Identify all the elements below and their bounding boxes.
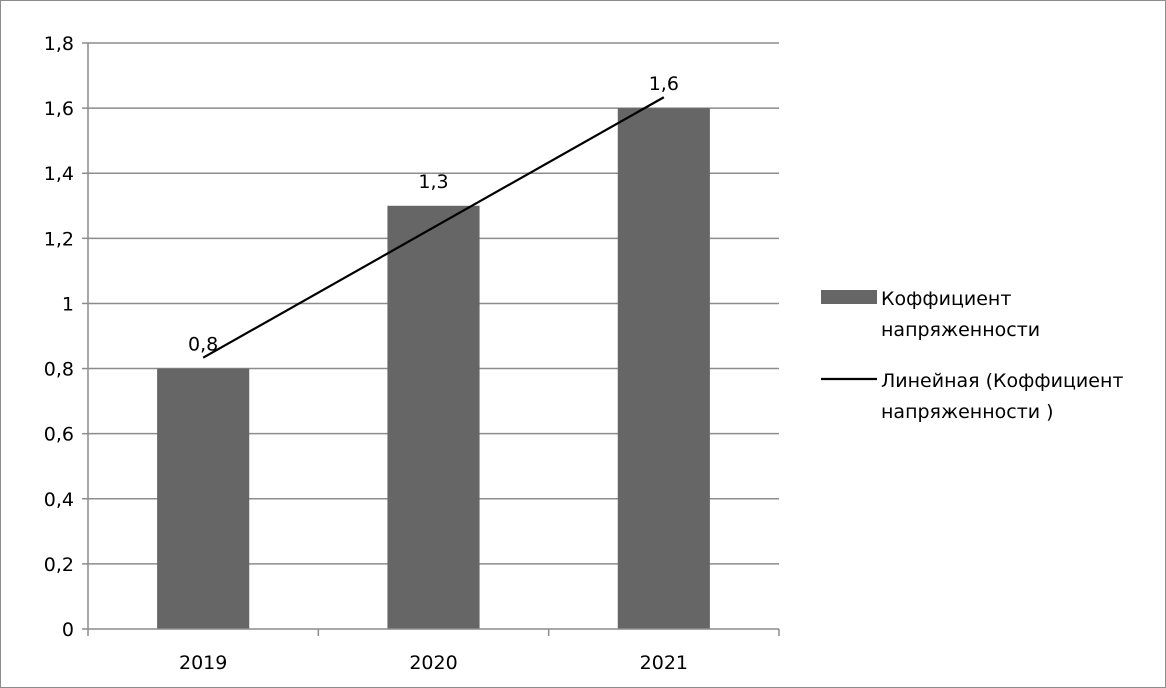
legend-label-bars: напряженности <box>881 319 1040 341</box>
bar <box>387 205 480 629</box>
y-tick-label: 1 <box>62 293 74 315</box>
legend-label-trendline: напряженности ) <box>881 401 1054 423</box>
legend-label-trendline: Линейная (Коффициент <box>881 370 1123 392</box>
bar <box>617 108 710 630</box>
legend-swatch-bars <box>821 290 877 304</box>
y-tick-label: 0,8 <box>44 359 74 381</box>
axes <box>82 42 780 636</box>
x-tick-label: 2020 <box>409 652 457 674</box>
x-tick-label: 2021 <box>640 652 688 674</box>
bars <box>157 108 710 630</box>
y-tick-label: 0,4 <box>44 489 74 511</box>
data-label: 1,3 <box>418 171 448 193</box>
data-label: 1,6 <box>649 73 679 95</box>
labels: 0 0,2 0,4 0,6 0,8 1 1,2 1,4 1,6 1,8 2019 0,8 2020 1,3… <box>44 33 688 674</box>
y-tick-label: 1,2 <box>44 228 74 250</box>
legend-label-bars: Коффициент <box>881 288 1011 310</box>
trendline <box>202 96 665 359</box>
trendline-group <box>202 96 665 359</box>
y-tick-label: 1,8 <box>44 33 74 55</box>
y-tick-label: 1,6 <box>44 98 74 120</box>
x-tick-label: 2019 <box>179 652 227 674</box>
bar <box>157 368 250 629</box>
data-label: 0,8 <box>188 334 218 356</box>
y-tick-label: 0 <box>62 619 74 641</box>
legend: Коффициент напряженности Линейная (Коффици… <box>821 288 1123 423</box>
y-tick-label: 0,6 <box>44 424 74 446</box>
y-tick-label: 0,2 <box>44 554 74 576</box>
y-tick-label: 1,4 <box>44 163 74 185</box>
